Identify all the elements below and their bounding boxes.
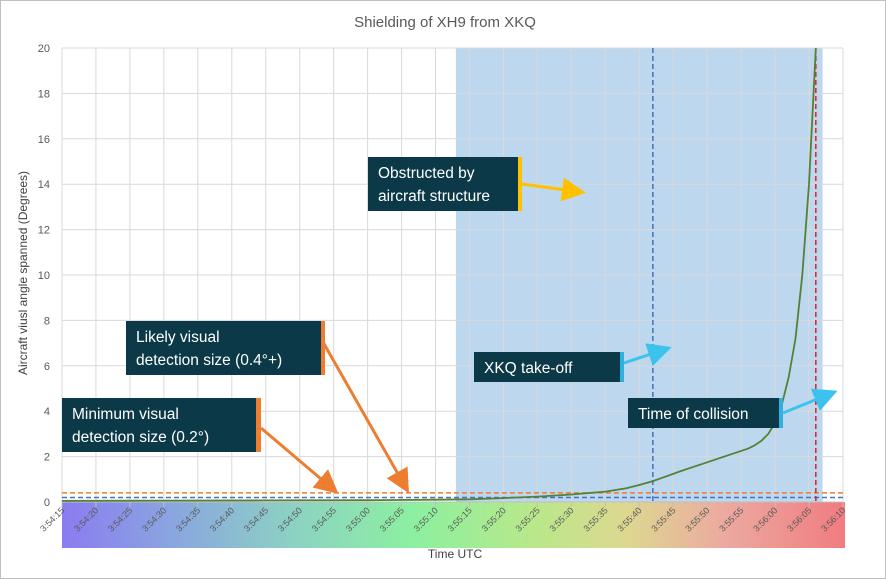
y-tick-label: 2 xyxy=(44,452,50,464)
callout-arrow xyxy=(521,177,586,202)
callout-line: Likely visual xyxy=(136,329,220,346)
y-tick-label: 8 xyxy=(44,315,50,327)
callout-accent xyxy=(256,398,261,452)
annotation-likely-detection: Likely visual detection size (0.4°+) xyxy=(126,321,409,494)
callout-arrow xyxy=(321,341,409,494)
callout-line: Obstructed by xyxy=(378,165,475,182)
callout-arrow xyxy=(782,388,838,415)
callout-line: XKQ take-off xyxy=(484,360,573,377)
x-axis-label: Time UTC xyxy=(428,547,483,561)
annotation-minimum-detection: Minimum visual detection size (0.2°) xyxy=(62,398,339,494)
callout-arrow xyxy=(623,343,672,367)
callout-accent xyxy=(321,321,325,375)
callout-arrow xyxy=(260,426,339,494)
callout-line: Time of collision xyxy=(638,406,749,423)
callout-line: Minimum visual xyxy=(72,406,179,423)
y-tick-label: 14 xyxy=(38,179,50,191)
time-gradient-band xyxy=(62,502,845,548)
y-tick-label: 16 xyxy=(38,134,50,146)
callout-box xyxy=(126,321,321,375)
y-tick-label: 4 xyxy=(44,406,50,418)
y-tick-label: 20 xyxy=(38,43,50,55)
y-axis-label: Aircraft viusl angle spanned (Degrees) xyxy=(16,171,30,375)
callout-box xyxy=(474,352,620,382)
callout-line: detection size (0.2°) xyxy=(72,429,209,446)
callout-line: aircraft structure xyxy=(378,188,490,205)
series-line xyxy=(61,47,817,502)
annotation-takeoff: XKQ take-off xyxy=(474,343,672,382)
y-tick-label: 12 xyxy=(38,225,50,237)
annotation-collision: Time of collision xyxy=(628,388,838,428)
callout-box xyxy=(628,398,779,428)
callout-accent xyxy=(620,352,624,382)
callout-accent xyxy=(518,157,522,211)
callout-box xyxy=(368,157,518,211)
chart-title: Shielding of XH9 from XKQ xyxy=(354,14,536,31)
annotation-obstructed: Obstructed by aircraft structure xyxy=(368,157,586,211)
y-tick-label: 10 xyxy=(38,270,50,282)
callout-line: detection size (0.4°+) xyxy=(136,352,282,369)
y-tick-label: 0 xyxy=(44,497,50,509)
callout-accent xyxy=(779,398,783,428)
y-tick-label: 18 xyxy=(38,88,50,100)
y-tick-label: 6 xyxy=(44,361,50,373)
callout-box xyxy=(62,398,256,452)
